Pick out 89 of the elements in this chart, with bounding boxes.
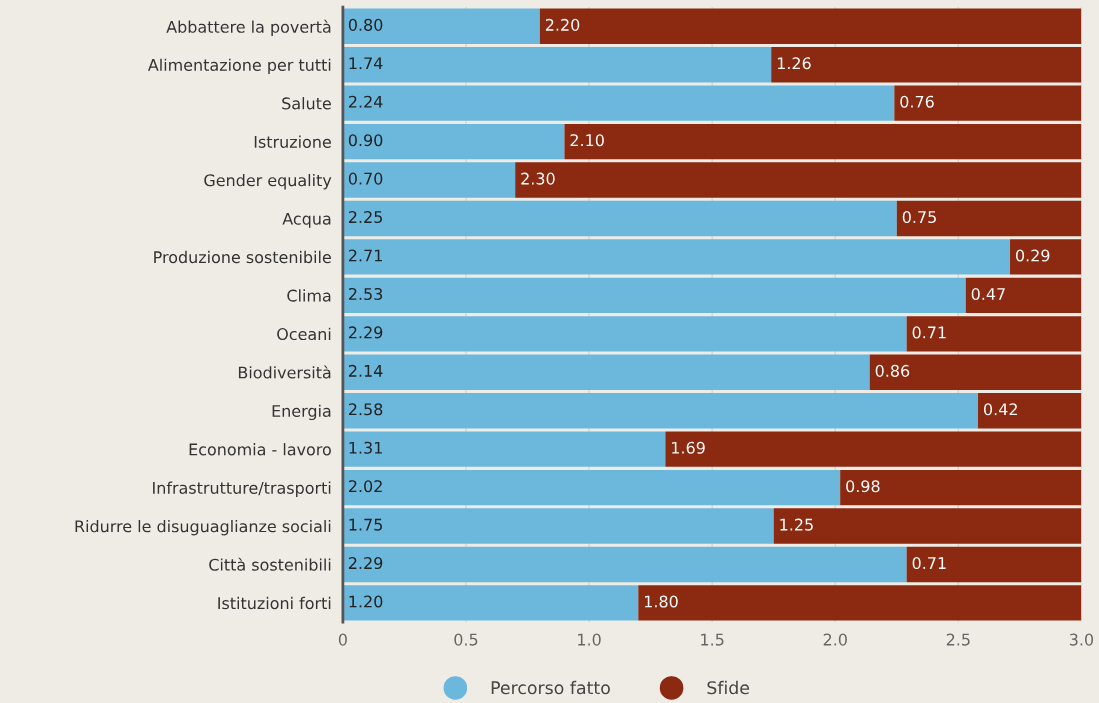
data-label: 2.29 [348, 557, 383, 570]
bar [342, 546, 907, 583]
bar [978, 393, 1082, 429]
data-label: 2.14 [348, 364, 383, 377]
data-label: 1.25 [780, 518, 813, 531]
bar [665, 431, 1082, 467]
y-tick-label: Istruzione [254, 135, 331, 148]
data-label: 1.26 [777, 57, 811, 70]
y-tick-label: Infrastrutture/trasporti [153, 481, 331, 497]
y-tick-label: Energia [272, 404, 331, 421]
bar [896, 200, 1082, 237]
x-tick-label: 2.5 [946, 633, 970, 646]
data-label: 1.20 [349, 595, 383, 608]
bar [840, 469, 1082, 506]
data-label: 0.98 [846, 480, 880, 493]
y-tick-label: Clima [287, 289, 331, 302]
data-label: 2.25 [348, 211, 382, 224]
data-label: 0.71 [912, 326, 946, 339]
bar [342, 47, 772, 83]
bar [515, 162, 1082, 198]
x-tick-label: 0.5 [454, 633, 478, 646]
x-tick-label: 0 [338, 633, 347, 646]
bar [342, 393, 979, 429]
data-label: 0.42 [984, 403, 1017, 416]
data-label: 0.90 [348, 134, 383, 147]
y-tick-label: Gender equality [204, 173, 332, 190]
x-tick-label: 2.0 [823, 633, 847, 646]
bar [342, 431, 666, 467]
bar [342, 508, 774, 544]
bar [1010, 239, 1082, 275]
bar [342, 85, 895, 121]
data-label: 2.10 [570, 134, 604, 147]
data-label: 2.71 [348, 249, 382, 262]
data-label: 2.29 [348, 326, 383, 339]
data-label: 0.86 [875, 364, 910, 377]
bar [342, 316, 907, 352]
bar [342, 277, 966, 314]
bar [906, 316, 1082, 352]
bar [342, 354, 870, 390]
data-label: 2.30 [521, 172, 555, 185]
x-tick-label: 1.0 [578, 633, 601, 646]
y-tick-label: Istituzioni forti [218, 596, 331, 610]
bar [342, 123, 565, 160]
bar [342, 469, 841, 506]
data-label: 0.80 [348, 18, 383, 31]
bar [894, 85, 1082, 121]
y-tick-label: Città sostenibili [209, 557, 331, 571]
data-label: 2.58 [348, 403, 383, 416]
data-label: 0.71 [912, 557, 946, 570]
data-label: 2.24 [348, 95, 383, 108]
data-label: 0.75 [902, 211, 936, 224]
data-label: 0.47 [971, 287, 1005, 300]
data-label: 1.31 [349, 441, 382, 454]
bar [869, 354, 1082, 390]
data-label: 1.69 [672, 441, 705, 454]
legend-label: Percorso fatto [491, 680, 610, 695]
bar [342, 200, 897, 237]
data-label: 2.53 [348, 287, 383, 300]
bar [342, 585, 639, 621]
bar [638, 585, 1082, 621]
x-tick-label: 3.0 [1069, 633, 1094, 646]
bar [906, 546, 1082, 583]
y-tick-label: Produzione sostenibile [154, 250, 331, 264]
y-tick-label: Oceani [277, 327, 331, 341]
bar [771, 47, 1082, 83]
data-label: 1.74 [349, 57, 383, 70]
data-label: 0.70 [348, 172, 383, 185]
data-label: 2.02 [348, 480, 382, 493]
y-tick-label: Economia - lavoro [189, 443, 331, 456]
y-tick-label: Ridurre le disuguaglianze sociali [75, 519, 331, 536]
legend-label: Sfide [707, 680, 750, 695]
bar [564, 123, 1082, 160]
bar [342, 8, 540, 44]
data-label: 1.75 [349, 518, 382, 531]
bar [342, 162, 516, 198]
y-tick-label: Salute [282, 97, 331, 110]
data-label: 2.20 [545, 18, 580, 31]
bar [965, 277, 1082, 314]
data-label: 0.76 [900, 95, 934, 108]
bar [342, 239, 1011, 275]
bar [773, 508, 1082, 544]
y-tick-label: Biodiversità [238, 365, 331, 379]
y-tick-label: Abbattere la povertà [166, 19, 331, 36]
y-tick-label: Alimentazione per tutti [147, 58, 331, 75]
data-label: 1.80 [644, 595, 678, 608]
data-label: 0.29 [1016, 249, 1050, 262]
bar [539, 8, 1082, 44]
y-tick-label: Acqua [282, 212, 331, 228]
x-tick-label: 1.5 [701, 633, 724, 646]
